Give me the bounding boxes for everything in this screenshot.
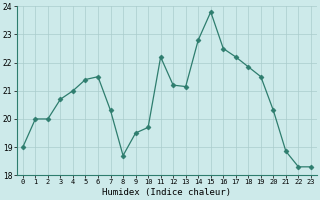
X-axis label: Humidex (Indice chaleur): Humidex (Indice chaleur) — [102, 188, 231, 197]
